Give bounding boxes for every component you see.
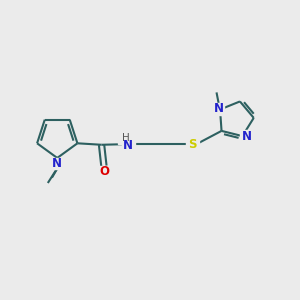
Text: O: O bbox=[99, 165, 109, 178]
Bar bbox=[213, 103, 224, 115]
Bar bbox=[122, 140, 134, 152]
Bar bbox=[240, 130, 253, 142]
Bar bbox=[99, 166, 109, 177]
Text: N: N bbox=[52, 157, 62, 170]
Text: H: H bbox=[122, 133, 130, 143]
Text: S: S bbox=[189, 138, 197, 151]
Text: N: N bbox=[242, 130, 252, 142]
Bar bbox=[118, 131, 134, 144]
Text: N: N bbox=[123, 139, 133, 152]
Bar bbox=[52, 158, 62, 169]
Text: N: N bbox=[214, 102, 224, 116]
Bar bbox=[186, 138, 199, 150]
